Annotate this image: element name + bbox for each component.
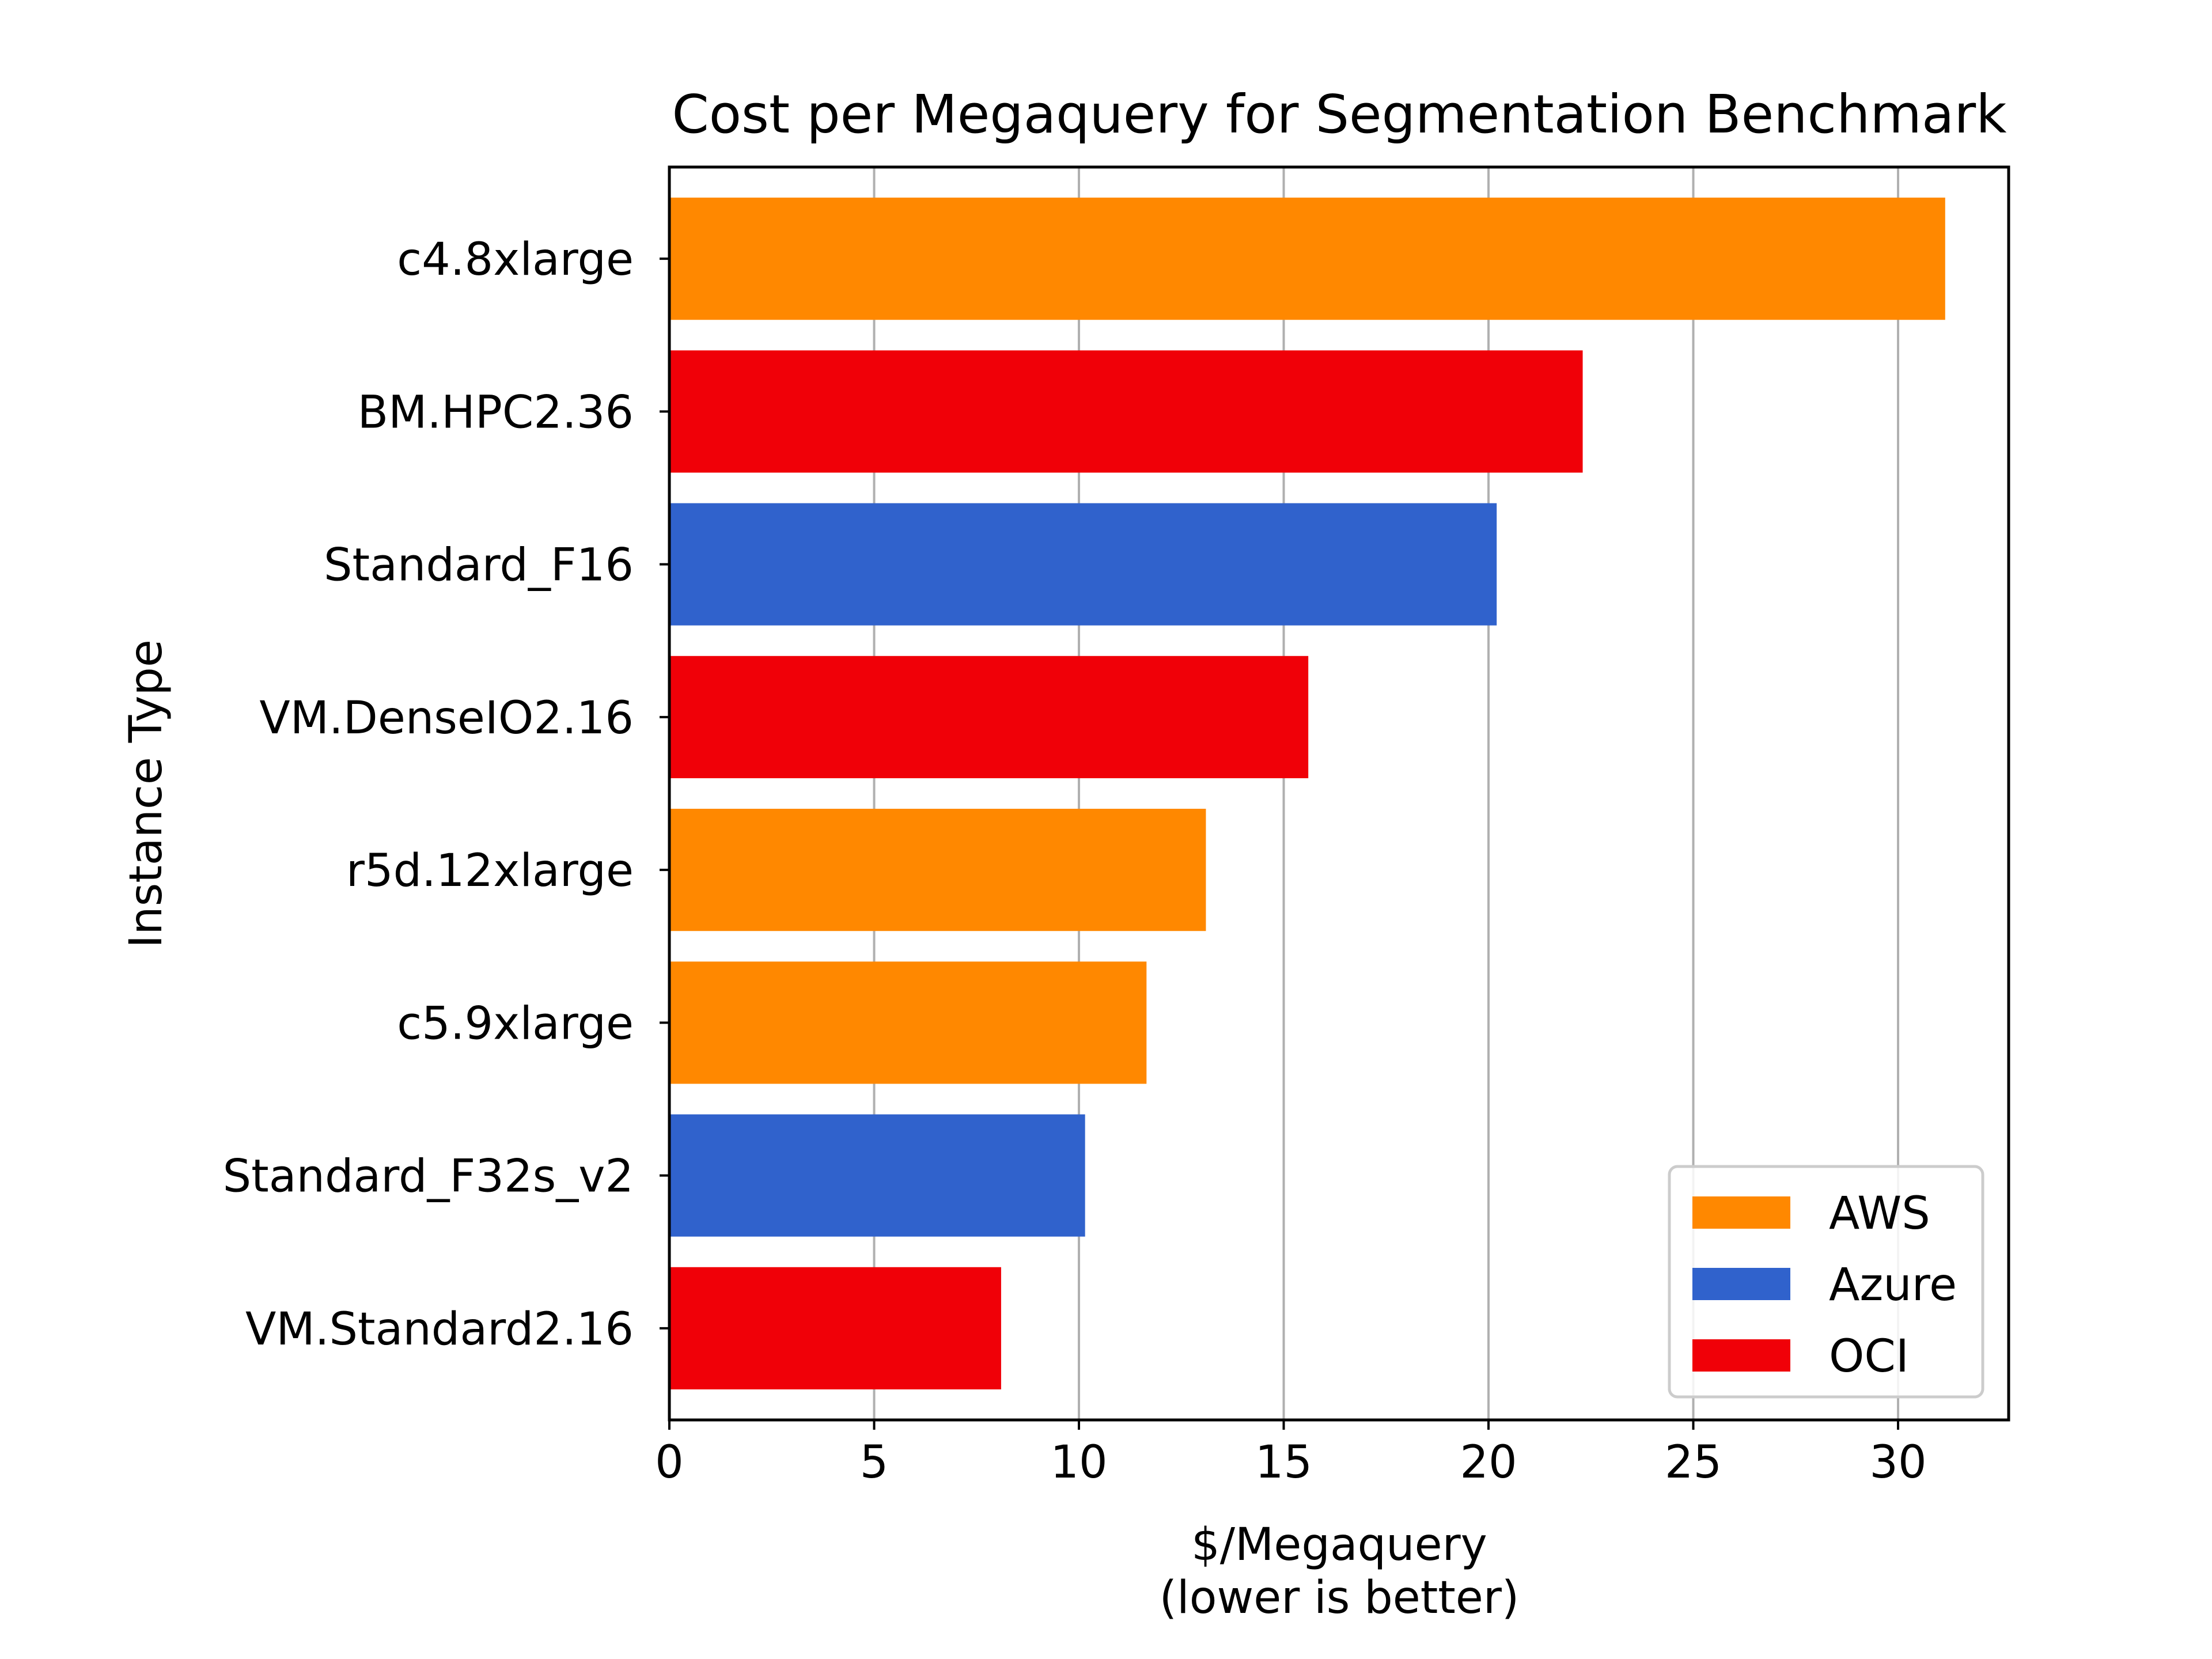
x-tick-label: 15 xyxy=(1255,1437,1312,1488)
x-tick-label: 20 xyxy=(1460,1437,1517,1488)
legend-label: OCI xyxy=(1829,1331,1909,1382)
legend-label: AWS xyxy=(1829,1188,1930,1240)
y-tick-label: Standard_F32s_v2 xyxy=(223,1151,634,1203)
x-tick-label: 25 xyxy=(1665,1437,1722,1488)
y-tick-label: VM.Standard2.16 xyxy=(245,1304,634,1355)
bar xyxy=(669,1267,1001,1389)
legend: AWS Azure OCI xyxy=(1668,1165,1984,1399)
x-axis-label-note: (lower is better) xyxy=(1160,1572,1520,1624)
x-tick-label: 30 xyxy=(1869,1437,1926,1488)
legend-label: Azure xyxy=(1829,1259,1957,1311)
x-axis-label: $/Megaquery xyxy=(1191,1519,1487,1571)
x-tick-label: 10 xyxy=(1050,1437,1107,1488)
chart-title: Cost per Megaquery for Segmentation Benc… xyxy=(672,84,2007,145)
x-axis-ticks: 0 5 10 15 20 25 30 xyxy=(655,1420,1927,1488)
plot-frame xyxy=(668,165,2010,1422)
bar xyxy=(669,503,1497,626)
bars xyxy=(669,198,1945,1389)
legend-swatch xyxy=(1692,1339,1790,1372)
bar xyxy=(669,656,1309,778)
legend-swatch xyxy=(1692,1268,1790,1300)
bar xyxy=(669,809,1206,931)
bar xyxy=(669,961,1147,1084)
y-tick-label: r5d.12xlarge xyxy=(346,845,634,897)
legend-swatch xyxy=(1692,1196,1790,1229)
y-tick-label: BM.HPC2.36 xyxy=(358,387,634,438)
y-axis-label: Instance Type xyxy=(120,639,172,948)
bar xyxy=(669,198,1945,320)
y-tick-label: VM.DenseIO2.16 xyxy=(259,692,634,744)
bar xyxy=(669,1114,1085,1237)
y-tick-label: c5.9xlarge xyxy=(397,998,634,1050)
y-axis-ticks: c4.8xlarge BM.HPC2.36 Standard_F16 VM.Dense… xyxy=(223,234,669,1355)
bar xyxy=(669,350,1583,473)
x-tick-label: 0 xyxy=(655,1437,684,1488)
y-tick-label: Standard_F16 xyxy=(324,540,634,592)
x-tick-label: 5 xyxy=(860,1437,889,1488)
y-tick-label: c4.8xlarge xyxy=(397,234,634,286)
